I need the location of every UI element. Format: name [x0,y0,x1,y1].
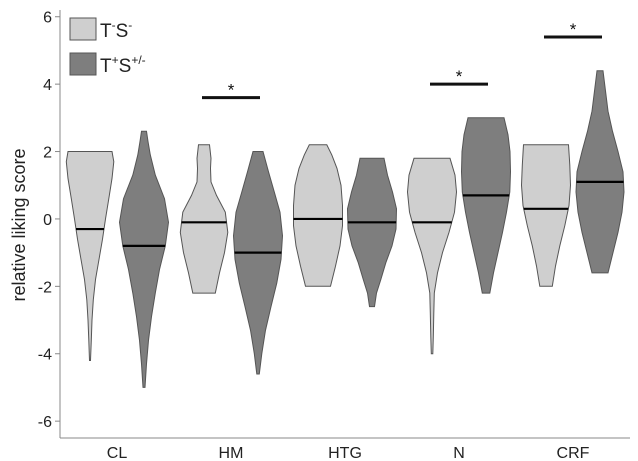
x-tick-label: CRF [557,445,590,461]
violin-cl-series-2 [118,130,170,388]
legend-label-ts-plus: T+S+/- [100,53,146,77]
violin-cl-series-1 [65,151,115,361]
violin-htg-series-2 [346,157,398,308]
y-tick-label: 0 [43,212,52,229]
x-tick-label: HM [219,445,244,461]
violin-n-series-2 [460,117,512,294]
legend-label-ts-minus: T-S- [100,18,132,42]
y-tick-label: -4 [38,347,52,364]
y-tick-label: -2 [38,279,52,296]
y-tick-label: -6 [38,414,52,431]
significance-star: * [228,81,235,100]
y-tick-label: 4 [43,77,52,94]
legend-swatch-ts-minus [69,17,97,41]
x-tick-label: N [453,445,465,461]
significance-star: * [570,20,577,39]
violin-hm-series-1 [179,144,229,294]
y-axis-label: relative liking score [9,148,29,301]
y-tick-label: 2 [43,145,52,162]
significance-star: * [456,67,463,86]
x-tick-label: CL [107,445,128,461]
violin-htg-series-1 [293,144,343,287]
violin-crf-series-2 [575,70,625,274]
x-tick-label: HTG [328,445,362,461]
y-tick-label: 6 [43,10,52,27]
legend: T-S- T+S+/- [69,17,146,77]
violin-hm-series-2 [232,151,284,375]
legend-swatch-ts-plus [69,52,97,76]
violin-crf-series-1 [520,144,572,287]
violin-n-series-1 [406,157,458,355]
plot-area: -6 -4 -2 0 2 4 6 CL HM HTG N CRF * * * [38,10,630,461]
